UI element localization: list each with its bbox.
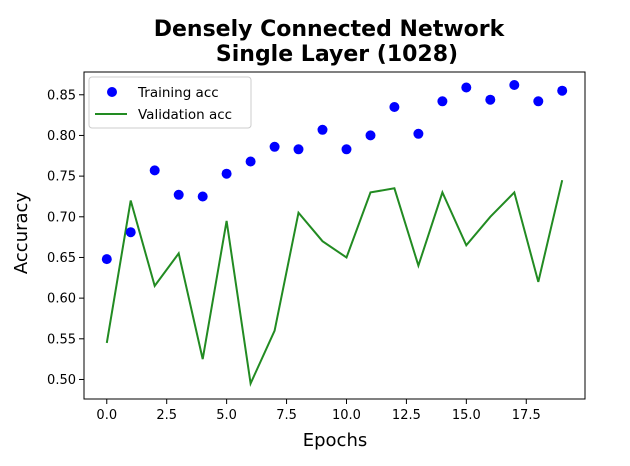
legend-box (88, 76, 252, 129)
training-acc-point (245, 156, 256, 167)
training-acc-point (101, 254, 112, 265)
training-acc-point (317, 124, 328, 135)
training-acc-point (557, 85, 568, 96)
training-acc-point (269, 141, 280, 152)
training-acc-point (341, 144, 352, 155)
training-acc-point (221, 168, 232, 179)
y-tick-label: 0.65 (47, 251, 76, 266)
x-tick-label: 7.5 (276, 408, 297, 423)
y-tick-label: 0.85 (47, 88, 76, 103)
y-tick-label: 0.50 (47, 373, 76, 388)
y-tick-label: 0.60 (47, 292, 76, 307)
training-acc-point (293, 144, 304, 155)
x-tick-label: 5.0 (216, 408, 237, 423)
training-acc-point (197, 191, 208, 202)
chart-title-line-1: Densely Connected Network (154, 17, 506, 42)
training-acc-point (125, 227, 136, 238)
legend-label-validation-acc: Validation acc (138, 107, 232, 123)
training-acc-point (149, 165, 160, 176)
y-tick-label: 0.70 (47, 210, 76, 225)
x-tick-label: 17.5 (512, 408, 541, 423)
training-acc-point (413, 128, 424, 139)
y-tick-label: 0.55 (47, 332, 76, 347)
y-tick-label: 0.80 (47, 129, 76, 144)
training-acc-point (365, 130, 376, 141)
x-axis-label: Epochs (303, 430, 368, 451)
training-acc-point (533, 96, 544, 107)
legend-label-training-acc: Training acc (137, 85, 219, 101)
training-acc-point (509, 80, 520, 90)
training-acc-point (437, 96, 448, 107)
plot-area-frame (83, 71, 586, 400)
training-acc-point (173, 189, 184, 200)
x-tick-label: 2.5 (156, 408, 177, 423)
chart-title-line-2: Single Layer (1028) (216, 42, 458, 67)
series-points-training-acc (101, 80, 568, 265)
legend-marker-training-acc (107, 87, 117, 97)
y-tick-label: 0.75 (47, 170, 76, 185)
x-tick-label: 12.5 (392, 408, 421, 423)
training-acc-point (389, 102, 400, 112)
y-axis-label: Accuracy (11, 192, 32, 275)
training-acc-point (461, 82, 472, 93)
x-axis: 0.0 2.5 5.0 7.5 10.0 12.5 15.0 17.5 (96, 399, 541, 423)
x-tick-label: 0.0 (96, 408, 117, 423)
legend: Training acc Validation acc (88, 76, 252, 129)
y-axis: 0.50 0.55 0.60 0.65 0.70 0.75 0.80 0.85 (47, 88, 84, 388)
series-line-validation-acc (105, 179, 564, 388)
x-tick-label: 10.0 (332, 408, 361, 423)
training-acc-point (485, 94, 496, 105)
x-tick-label: 15.0 (452, 408, 481, 423)
